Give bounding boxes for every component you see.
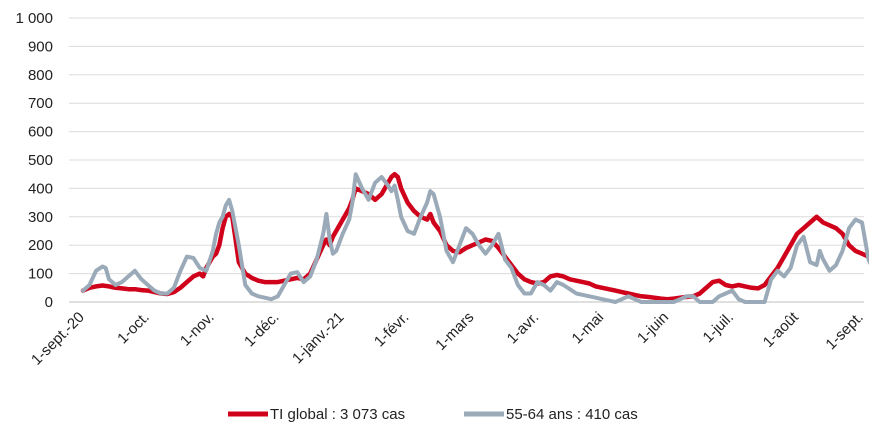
x-tick-label: 1-sept.-20: [28, 309, 88, 369]
series-lines: [80, 171, 869, 304]
x-tick-label: 1-juin: [634, 309, 672, 347]
legend-label-55-64: 55-64 ans : 410 cas: [506, 406, 638, 423]
x-tick-label: 1-juil.: [700, 309, 737, 346]
y-tick-label: 600: [28, 124, 53, 141]
legend: TI global : 3 073 cas 55-64 ans : 410 ca…: [228, 406, 638, 423]
y-tick-label: 300: [28, 209, 53, 226]
y-tick-label: 200: [28, 237, 53, 254]
x-tick-label: 1-oct.: [114, 309, 153, 348]
x-tick-label: 1-avr.: [504, 309, 543, 348]
y-axis-ticks: 0 100 200 300 400 500 600 700 800 900 1 000: [15, 10, 53, 311]
x-tick-label: 1-nov.: [177, 309, 218, 350]
x-tick-label: 1-août: [760, 308, 803, 351]
series-line-55-64: [81, 172, 869, 304]
x-tick-label: 1-mars: [432, 309, 477, 354]
y-tick-label: 900: [28, 38, 53, 55]
y-tick-label: 0: [45, 294, 53, 311]
x-axis-ticks: 1-sept.-20 1-oct. 1-nov. 1-déc. 1-janv.-21 1-…: [28, 308, 867, 368]
x-tick-label: 1-janv.-21: [289, 309, 347, 367]
y-tick-label: 1 000: [15, 10, 53, 27]
y-tick-label: 400: [28, 180, 53, 197]
y-tick-label: 700: [28, 95, 53, 112]
x-tick-label: 1-mai: [569, 309, 608, 348]
y-tick-label: 500: [28, 152, 53, 169]
x-tick-label: 1-févr.: [371, 309, 412, 350]
x-tick-label: 1-déc.: [241, 309, 283, 351]
gridlines: [69, 17, 864, 303]
legend-label-ti-global: TI global : 3 073 cas: [270, 406, 405, 423]
x-tick-label: 1-sept.: [822, 309, 866, 353]
y-tick-label: 100: [28, 266, 53, 283]
y-tick-label: 800: [28, 67, 53, 84]
series-line-ti-global: [80, 171, 869, 302]
